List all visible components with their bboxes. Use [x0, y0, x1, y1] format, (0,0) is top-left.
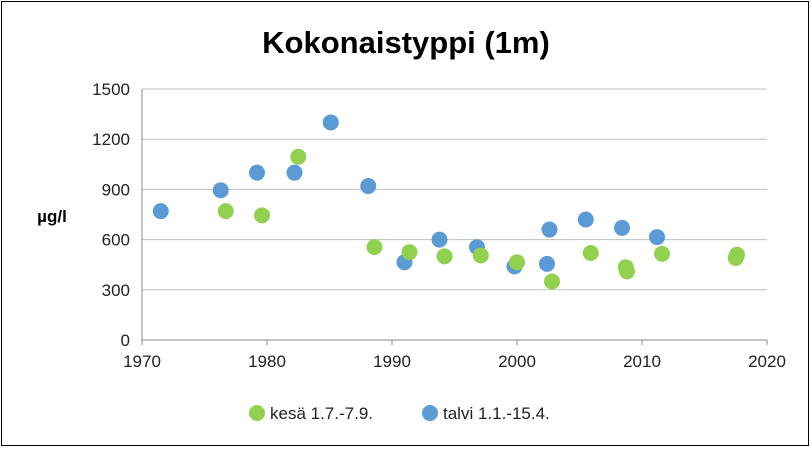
- data-point-kesa: [544, 273, 560, 290]
- data-point-talvi: [152, 203, 169, 220]
- legend-label: kesä 1.7.-7.9.: [270, 404, 373, 423]
- data-point-talvi: [649, 229, 665, 246]
- x-tick-label: 2000: [498, 352, 536, 371]
- data-point-kesa: [366, 239, 383, 256]
- x-tick-label: 2020: [748, 352, 786, 371]
- data-point-kesa: [254, 207, 270, 224]
- data-point-talvi: [322, 114, 339, 131]
- legend-label: talvi 1.1.-15.4.: [443, 404, 550, 423]
- y-tick-label: 300: [102, 281, 130, 300]
- data-point-kesa: [582, 244, 599, 261]
- y-tick-label: 0: [121, 331, 130, 350]
- data-point-kesa: [727, 250, 744, 267]
- data-point-kesa: [654, 245, 670, 262]
- data-point-talvi: [539, 255, 555, 272]
- data-point-talvi: [431, 231, 448, 248]
- x-tick-label: 1970: [123, 352, 161, 371]
- y-tick-label: 900: [102, 180, 130, 199]
- data-point-kesa: [401, 244, 418, 261]
- data-point-kesa: [290, 148, 307, 165]
- data-point-talvi: [360, 178, 377, 195]
- y-tick-label: 1500: [92, 80, 130, 99]
- legend-marker: [249, 405, 265, 421]
- data-point-kesa: [619, 263, 635, 280]
- data-point-talvi: [541, 221, 558, 238]
- data-point-talvi: [249, 164, 265, 181]
- x-tick-label: 1980: [248, 352, 286, 371]
- legend-marker: [422, 405, 438, 421]
- y-axis-label: µg/l: [37, 207, 67, 226]
- x-tick-label: 2010: [623, 352, 661, 371]
- data-point-kesa: [472, 247, 489, 264]
- x-tick-label: 1990: [373, 352, 411, 371]
- data-point-talvi: [286, 164, 303, 181]
- y-tick-label: 600: [102, 231, 130, 250]
- data-point-talvi: [614, 219, 630, 236]
- data-point-talvi: [212, 182, 229, 199]
- data-point-talvi: [577, 211, 594, 228]
- data-point-kesa: [436, 248, 453, 265]
- chart-title: Kokonaistyppi (1m): [262, 25, 550, 60]
- y-tick-label: 1200: [92, 130, 130, 149]
- data-point-kesa: [509, 254, 525, 271]
- data-point-kesa: [217, 203, 234, 220]
